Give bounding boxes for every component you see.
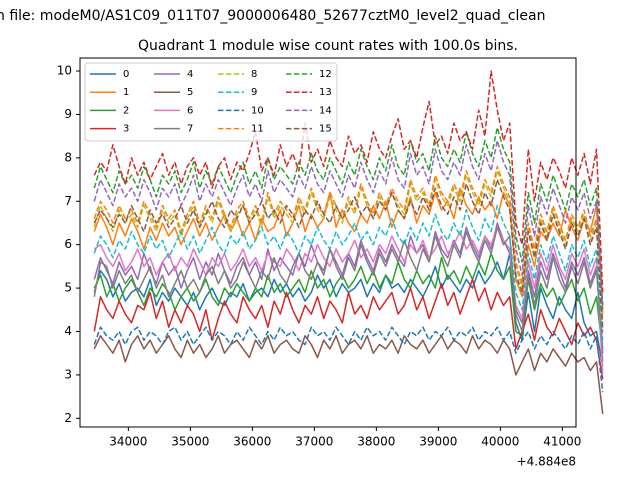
series-line-6 [93,226,604,375]
legend-label-15: 15 [319,124,332,135]
series-line-5 [93,335,604,415]
legend-label-4: 4 [187,69,193,80]
legend-label-11: 11 [251,124,264,135]
series-line-8 [93,170,604,328]
series-line-11 [93,165,604,323]
series-line-14 [93,139,604,310]
x-tick-label: 35000 [171,435,209,449]
x-axis-offset-label: +4.884e8 [517,455,576,469]
legend-label-10: 10 [251,105,264,116]
legend-label-7: 7 [187,124,193,135]
series-layer [93,70,604,415]
series-line-2 [93,252,604,354]
x-tick-label: 39000 [419,435,457,449]
y-tick-label: 2 [64,411,72,425]
legend-label-13: 13 [319,87,332,98]
legend-label-6: 6 [187,105,193,116]
series-line-12 [93,126,604,306]
series-line-13 [93,70,604,293]
y-tick-label: 6 [64,237,72,251]
legend-label-3: 3 [123,124,129,135]
figure-suptitle: n file: modeM0/AS1C09_011T07_9000006480_… [0,8,545,24]
series-line-15 [93,178,604,332]
y-tick-label: 9 [64,107,72,121]
legend-label-5: 5 [187,87,193,98]
legend-label-8: 8 [251,69,257,80]
legend-label-2: 2 [123,105,129,116]
legend-box [84,62,338,142]
y-tick-label: 5 [64,281,72,295]
series-line-1 [93,187,604,315]
series-line-10 [93,326,604,393]
legend-label-9: 9 [251,87,257,98]
y-tick-label: 4 [64,324,72,338]
legend-label-14: 14 [319,105,332,116]
x-tick-label: 34000 [109,435,147,449]
x-tick-label: 40000 [481,435,519,449]
series-line-9 [93,204,604,341]
legend-label-0: 0 [123,69,129,80]
y-tick-label: 3 [64,367,72,381]
y-tick-label: 8 [64,150,72,164]
series-line-7 [93,226,604,349]
x-tick-label: 41000 [543,435,581,449]
x-tick-label: 36000 [233,435,271,449]
y-tick-label: 7 [64,194,72,208]
chart-title: Quadrant 1 module wise count rates with … [138,38,518,54]
y-axis: 2 3 4 5 6 7 8 9 10 [57,64,80,425]
series-line-3 [93,278,604,380]
legend-label-12: 12 [319,69,332,80]
axes-frame [79,57,577,428]
x-axis: 34000 35000 36000 37000 38000 39000 40000 41000 [109,427,581,449]
x-tick-label: 38000 [357,435,395,449]
x-tick-label: 37000 [295,435,333,449]
legend-label-1: 1 [123,87,129,98]
y-tick-label: 10 [57,64,72,78]
